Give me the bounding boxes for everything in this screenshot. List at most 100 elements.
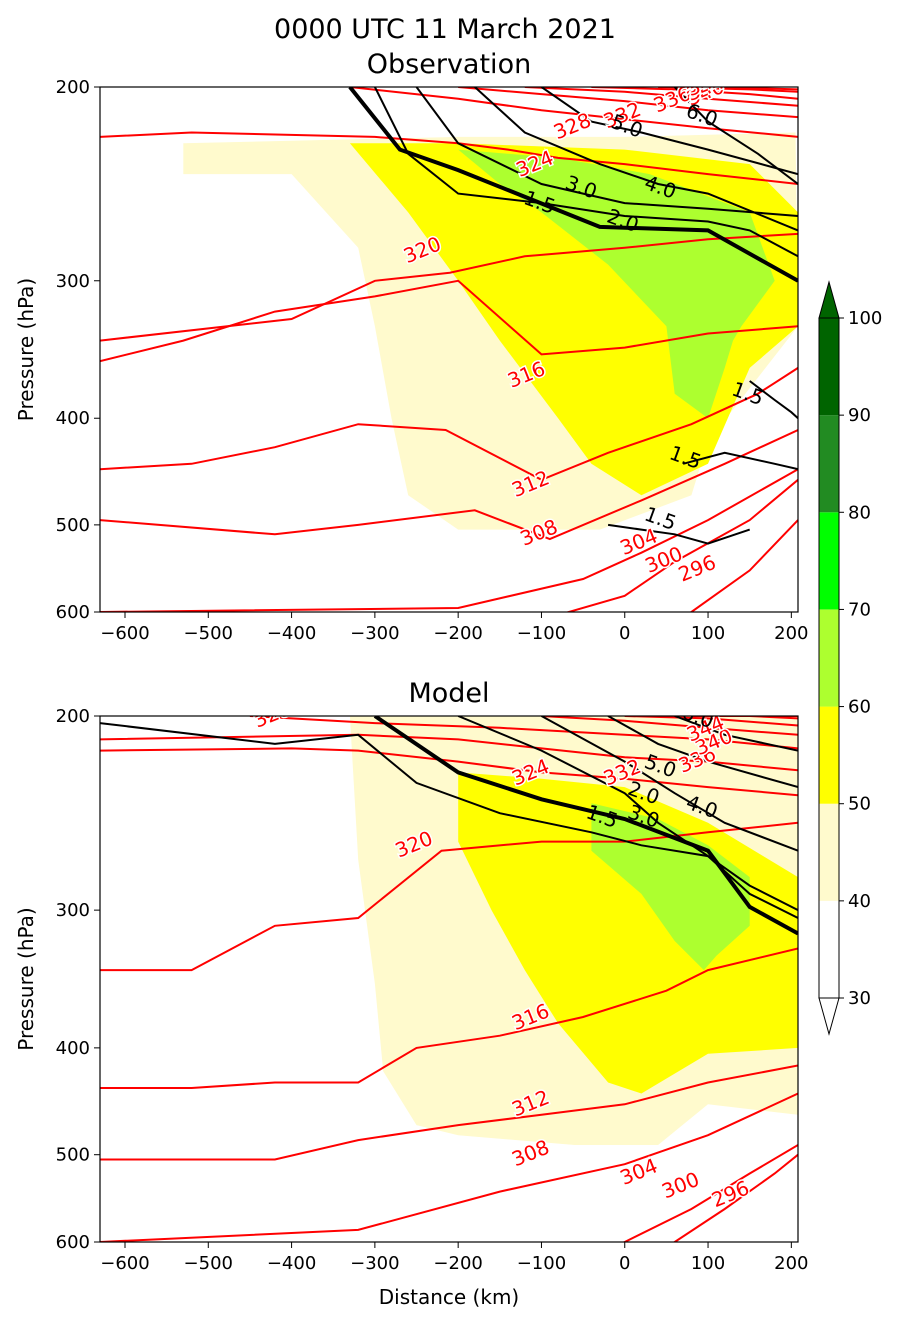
colorbar-segment-30-40 [819,900,839,998]
x-tick-label: 0 [619,623,630,644]
figure-title: 0000 UTC 11 March 2021 [274,14,616,45]
pv-contour-3.0-2 [415,87,798,217]
x-tick-label: −600 [100,623,149,644]
y-tick-label: 600 [56,602,90,623]
pv-contour-1.5-7 [749,380,798,419]
theta-contour-340 [691,716,798,720]
colorbar-segment-70-80 [819,512,839,610]
x-tick-label: 0 [619,1253,630,1274]
y-tick-label: 200 [56,77,90,98]
colorbar-tick-label: 30 [848,988,871,1009]
theta-contour-304 [100,1092,798,1242]
theta-contour-328 [249,716,798,750]
colorbar-segment-60-70 [819,609,839,707]
theta-contour-312 [100,947,798,1089]
theta-contour-344 [658,87,798,93]
x-tick-label: −300 [350,623,399,644]
theta-contour-324 [100,131,798,185]
y-tick-label: 400 [56,408,90,429]
fill-band-60-70 [591,803,750,971]
pv-contour-1.5-0 [374,87,798,258]
x-tick-label: −100 [517,1253,566,1274]
colorbar-tick-label: 90 [848,405,871,426]
colorbar: 30 40 50 60 70 80 90 100 [818,280,882,1036]
colorbar-frame [818,317,840,999]
y-tick-label: 400 [56,1038,90,1059]
pv-contour-6.0-5 [674,716,798,752]
x-tick-label: −100 [517,623,566,644]
colorbar-extend-low [818,997,840,1036]
x-tick-label: −200 [433,1253,482,1274]
x-tick-label: −600 [100,1253,149,1274]
theta-contour-308 [100,429,798,541]
pv-contour-5.0-4 [540,87,798,176]
pv-contour-1.5-0 [100,722,798,911]
x-tick-label: 100 [691,623,725,644]
x-tick-label: 200 [774,1253,808,1274]
pv-contour-2.0-1 [373,716,798,936]
theta-contour-296 [689,519,798,612]
theta-contour-320 [100,232,798,342]
x-tick-label: −500 [184,623,233,644]
theta-contour-336 [624,716,798,727]
colorbar-segment-80-90 [819,415,839,513]
theta-contour-332 [458,87,798,119]
y-axis-label: Pressure (hPa) [14,278,38,421]
y-tick-label: 300 [56,271,90,292]
pv-contour-5.0-4 [607,716,798,789]
pv-contour-6.0-5 [673,87,798,185]
pv-contour-1.5-8 [607,523,751,545]
colorbar-segment-40-50 [819,803,839,901]
theta-contour-304 [100,468,798,612]
x-tick-label: −200 [433,623,482,644]
theta-contour-320 [100,747,798,797]
y-tick-label: 600 [56,1232,90,1253]
x-tick-label: −300 [350,1253,399,1274]
theta-contour-312 [100,367,798,481]
y-tick-label: 200 [56,706,90,727]
theta-contour-332 [541,716,798,736]
pv-contour-4.0-3 [541,716,798,852]
theta-contour-308 [100,1064,798,1161]
theta-contour-300 [621,1144,798,1242]
y-axis-label: Pressure (hPa) [14,907,38,1050]
theta-contour-340 [591,87,798,100]
pv-contour-4.0-3 [474,87,798,232]
theta-contour-336 [524,87,798,107]
colorbar-segment-50-60 [819,706,839,804]
colorbar-tick-label: 60 [848,697,871,718]
colorbar-extend-high [818,280,840,319]
x-tick-label: 100 [691,1253,725,1274]
theta-contour-296 [672,1153,798,1242]
x-tick-label: 200 [774,623,808,644]
theta-contour-316 [100,279,798,363]
x-axis-label: Distance (km) [379,1285,519,1309]
pv-contour-2.0-1 [348,87,798,283]
colorbar-tick-label: 80 [848,502,871,523]
y-tick-label: 500 [56,1145,90,1166]
colorbar-tick-label: 70 [848,599,871,620]
pv-contour-1.5-6 [682,451,798,471]
plot-frame [99,715,799,1243]
colorbar-tick-label: 50 [848,794,871,815]
colorbar-tick-label: 100 [848,308,882,329]
colorbar-tick-label: 40 [848,891,871,912]
theta-contour-300 [565,479,798,612]
fill-band-60-70 [458,149,775,419]
colorbar-segment-90-100 [819,318,839,416]
y-tick-label: 500 [56,515,90,536]
theta-contour-316 [100,821,798,972]
panel-title: Observation [367,49,531,80]
panel-title: Model [408,678,489,709]
x-tick-label: −500 [184,1253,233,1274]
pv-contour-3.0-2 [457,716,798,919]
plot-frame [99,86,799,613]
y-tick-label: 300 [56,900,90,921]
x-tick-label: −400 [267,623,316,644]
x-tick-label: −400 [267,1253,316,1274]
